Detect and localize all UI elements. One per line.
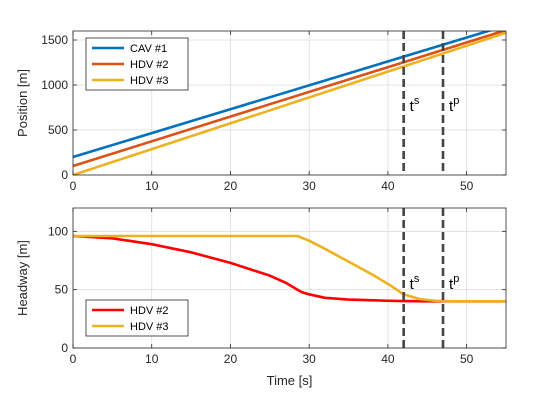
legend-label-1: HDV #2 (130, 305, 169, 317)
event-label-base: t (449, 276, 454, 293)
y-tick-label: 1500 (41, 33, 68, 47)
x-tick-label: 10 (145, 179, 159, 193)
x-tick-label: 20 (224, 179, 238, 193)
y-axis-label: Headway [m] (15, 240, 30, 316)
y-tick-label: 0 (61, 341, 68, 355)
y-axis-label: Position [m] (15, 69, 30, 137)
legend-label-3: HDV #3 (130, 75, 169, 87)
series-line-1 (73, 234, 506, 303)
event-label-1: ts (410, 273, 420, 293)
event-label-1: ts (410, 95, 420, 115)
legend-label-2: HDV #3 (130, 321, 169, 333)
axes-box (72, 207, 507, 349)
x-tick-label: 40 (381, 179, 395, 193)
series-group (73, 234, 506, 303)
x-tick-label: 10 (145, 352, 159, 366)
y-tick-label: 50 (55, 283, 69, 297)
series-line-1 (73, 31, 493, 159)
series-line-3 (73, 31, 506, 175)
series-line-2 (73, 234, 506, 303)
x-tick-label: 50 (460, 179, 474, 193)
x-tick-label: 0 (70, 179, 77, 193)
event-label-base: t (449, 98, 454, 115)
x-tick-label: 40 (381, 352, 395, 366)
x-tick-label: 50 (460, 352, 474, 366)
x-tick-label: 0 (70, 352, 77, 366)
y-tick-label: 500 (48, 123, 68, 137)
legend-label-1: CAV #1 (130, 43, 167, 55)
x-tick-label: 30 (303, 179, 317, 193)
event-label-2: tp (449, 273, 459, 293)
event-label-2: tp (449, 95, 459, 115)
event-label-base: t (410, 98, 415, 115)
series-group (73, 31, 506, 175)
event-label-sup: p (453, 273, 459, 285)
series-line-2 (73, 31, 506, 168)
event-label-sup: s (414, 273, 420, 285)
y-tick-label: 0 (61, 168, 68, 182)
axes-box (72, 30, 507, 176)
event-label-base: t (410, 276, 415, 293)
event-label-sup: p (453, 95, 459, 107)
legend-label-2: HDV #2 (130, 59, 169, 71)
event-label-sup: s (414, 95, 420, 107)
x-tick-label: 30 (303, 352, 317, 366)
legend-box (85, 299, 189, 337)
y-tick-label: 1000 (41, 78, 68, 92)
x-axis-label: Time [s] (267, 373, 313, 388)
y-tick-label: 100 (48, 224, 68, 238)
x-tick-label: 20 (224, 352, 238, 366)
